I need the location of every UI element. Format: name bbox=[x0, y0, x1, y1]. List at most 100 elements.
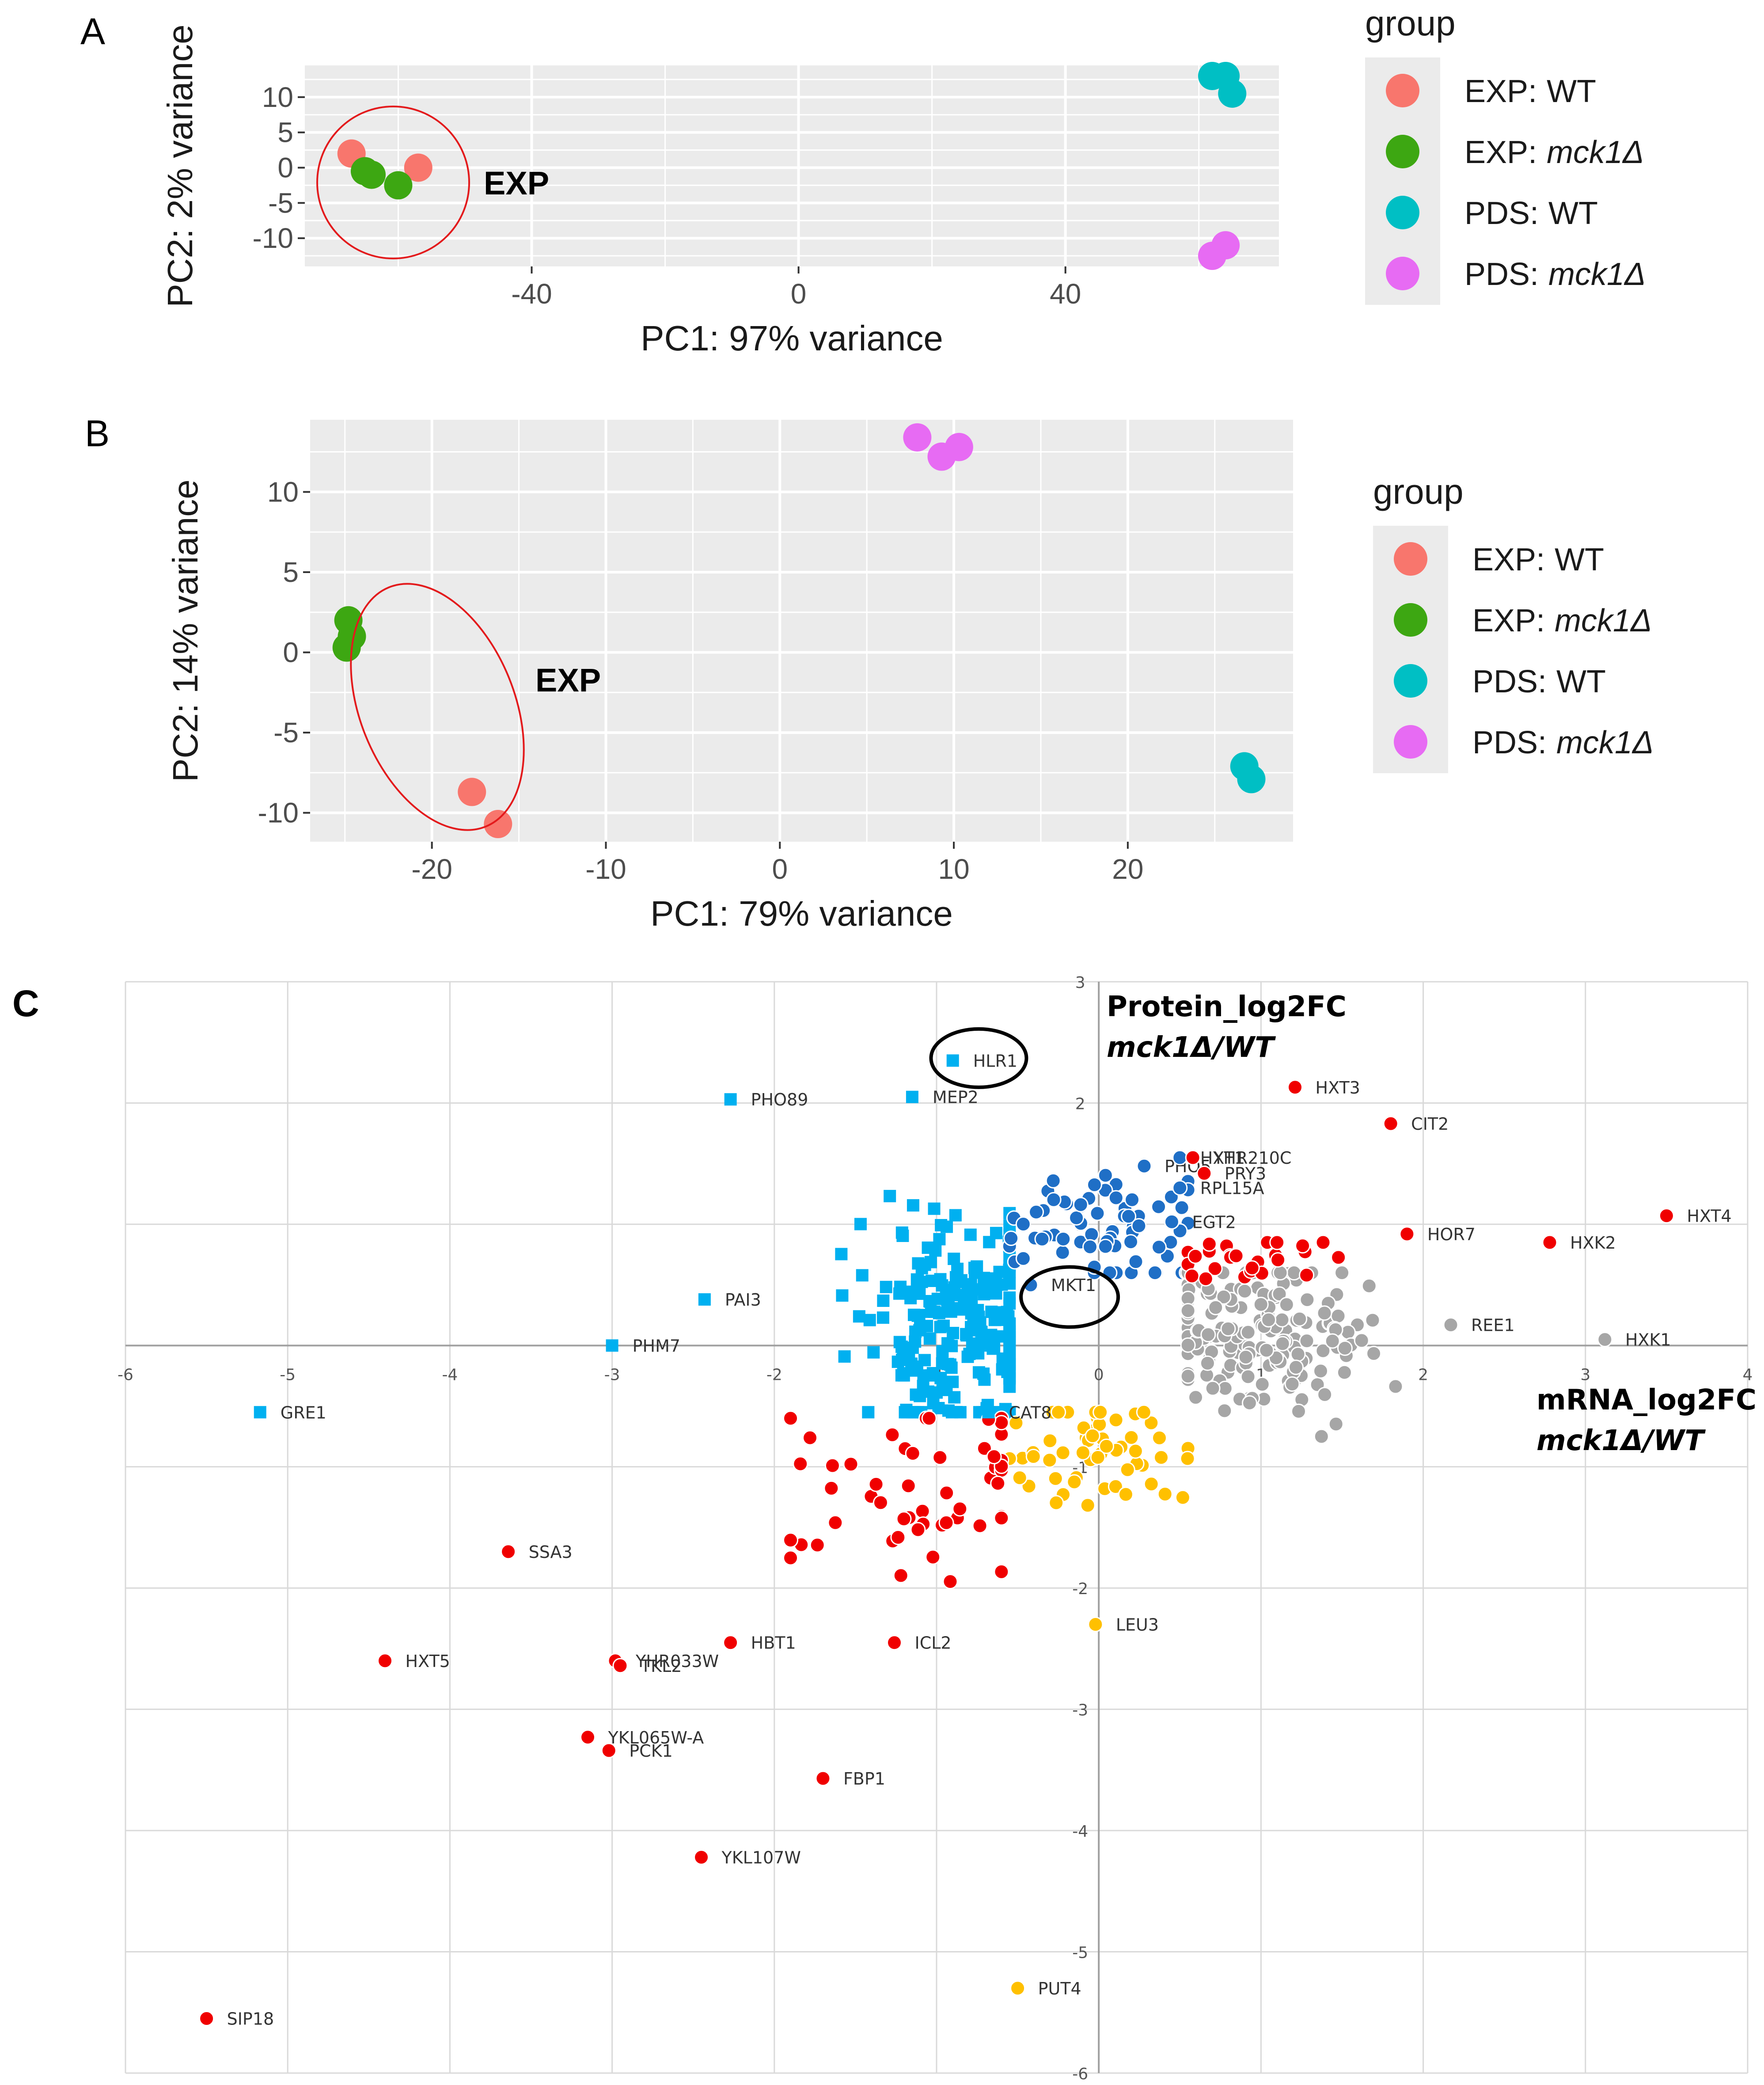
c-point-circle bbox=[1340, 1324, 1356, 1340]
c-point-circle bbox=[723, 1635, 739, 1651]
y-tick-label: -10 bbox=[253, 222, 294, 254]
c-point-circle bbox=[1180, 1368, 1196, 1384]
c-x-tick-label: -6 bbox=[118, 1366, 133, 1384]
c-gene-label: HLR1 bbox=[973, 1051, 1017, 1071]
c-point-circle bbox=[1184, 1268, 1200, 1284]
c-point-square bbox=[863, 1314, 876, 1326]
c-point-circle bbox=[1287, 1079, 1303, 1095]
c-gene-label: YKL065W-A bbox=[608, 1728, 704, 1747]
c-point-circle bbox=[501, 1544, 516, 1560]
c-point-circle bbox=[893, 1568, 909, 1584]
c-point-circle bbox=[1315, 1234, 1331, 1250]
c-point-circle bbox=[802, 1430, 818, 1446]
legend-key-swatch bbox=[1394, 603, 1427, 637]
c-point-square bbox=[935, 1219, 948, 1231]
c-point-square bbox=[964, 1228, 977, 1241]
legend-title: group bbox=[1365, 4, 1456, 43]
c-point-circle bbox=[1217, 1403, 1233, 1419]
c-point-circle bbox=[1066, 1474, 1082, 1490]
c-point-square bbox=[949, 1209, 962, 1222]
c-point-circle bbox=[1299, 1333, 1315, 1349]
legend-title: group bbox=[1373, 472, 1464, 511]
c-point-circle bbox=[1046, 1192, 1062, 1208]
pca-point bbox=[945, 433, 973, 461]
x-tick-label: -40 bbox=[511, 278, 552, 310]
panel-c-letter: C bbox=[12, 983, 39, 1024]
c-gene-label: TKL2 bbox=[640, 1656, 682, 1676]
c-point-circle bbox=[1131, 1218, 1147, 1234]
c-point-circle bbox=[1003, 1230, 1019, 1246]
c-point-circle bbox=[1274, 1312, 1290, 1328]
c-gene-label: HBT1 bbox=[751, 1633, 796, 1653]
c-point-circle bbox=[1099, 1438, 1115, 1454]
c-point-square bbox=[900, 1406, 913, 1419]
c-point-circle bbox=[1275, 1336, 1290, 1352]
c-highlight-mkt1-ellipse bbox=[1019, 1265, 1120, 1329]
c-point-square bbox=[948, 1391, 961, 1404]
c-point-circle bbox=[1151, 1239, 1167, 1255]
c-point-circle bbox=[986, 1449, 1002, 1465]
legend-entry-prefix: EXP: bbox=[1472, 542, 1545, 577]
c-point-circle bbox=[1172, 1150, 1188, 1166]
c-point-circle bbox=[1315, 1343, 1331, 1359]
c-point-circle bbox=[1073, 1196, 1089, 1212]
c-point-circle bbox=[890, 1529, 906, 1545]
pca-point bbox=[357, 160, 386, 189]
c-point-circle bbox=[823, 1480, 839, 1496]
panel-a-letter: A bbox=[80, 11, 105, 52]
c-point-circle bbox=[873, 1495, 888, 1511]
c-point-circle bbox=[1153, 1450, 1169, 1466]
legend-entry-prefix: PDS: bbox=[1472, 725, 1547, 760]
c-point-circle bbox=[994, 1510, 1009, 1526]
legend-entry-genotype: WT bbox=[1547, 74, 1596, 109]
c-point-circle bbox=[793, 1456, 808, 1472]
legend-entry-label: EXP: mck1Δ bbox=[1472, 603, 1652, 638]
legend-key-swatch bbox=[1386, 196, 1419, 229]
panel-background bbox=[305, 65, 1279, 266]
legend-key-swatch bbox=[1386, 135, 1419, 168]
c-point-circle bbox=[1089, 1205, 1105, 1221]
pca-point bbox=[404, 153, 432, 182]
c-point-circle bbox=[1172, 1180, 1188, 1196]
c-point-square bbox=[910, 1273, 923, 1286]
c-point-circle bbox=[815, 1770, 831, 1786]
c-point-circle bbox=[1336, 1364, 1352, 1380]
y-tick-label: 10 bbox=[267, 476, 299, 508]
c-point-circle bbox=[809, 1537, 825, 1553]
c-point-circle bbox=[1254, 1376, 1270, 1392]
c-point-square bbox=[996, 1363, 1009, 1376]
c-point-circle bbox=[1164, 1214, 1180, 1230]
c-point-circle bbox=[1313, 1363, 1329, 1379]
c-point-circle bbox=[1328, 1416, 1344, 1432]
legend-entry-label: EXP: WT bbox=[1464, 74, 1596, 109]
c-point-circle bbox=[1269, 1234, 1285, 1250]
c-point-square bbox=[951, 1262, 964, 1275]
c-point-circle bbox=[1086, 1177, 1102, 1193]
c-point-square bbox=[934, 1273, 947, 1286]
c-point-circle bbox=[1123, 1234, 1139, 1250]
c-point-circle bbox=[1284, 1376, 1300, 1392]
c-point-circle bbox=[1399, 1226, 1415, 1242]
c-gene-label: HOR7 bbox=[1427, 1225, 1476, 1244]
c-x-tick-label: -4 bbox=[442, 1366, 458, 1384]
y-tick-label: 0 bbox=[277, 152, 293, 183]
c-point-square bbox=[922, 1241, 934, 1254]
legend-entry-label: PDS: mck1Δ bbox=[1464, 257, 1646, 292]
c-point-square bbox=[838, 1350, 851, 1363]
c-point-circle bbox=[1207, 1261, 1223, 1276]
c-point-square bbox=[1003, 1275, 1016, 1288]
c-y-tick-label: -3 bbox=[1072, 1701, 1088, 1720]
c-point-circle bbox=[1157, 1486, 1173, 1502]
c-point-circle bbox=[1127, 1443, 1143, 1459]
c-point-circle bbox=[1042, 1452, 1058, 1468]
c-point-circle bbox=[1147, 1265, 1163, 1281]
x-tick-label: -10 bbox=[585, 853, 626, 885]
c-point-circle bbox=[1143, 1476, 1159, 1492]
c-point-circle bbox=[1012, 1470, 1028, 1486]
c-point-square bbox=[936, 1345, 949, 1358]
c-point-circle bbox=[601, 1743, 617, 1758]
y-tick-label: -5 bbox=[273, 717, 299, 748]
c-point-circle bbox=[1383, 1116, 1399, 1132]
c-point-circle bbox=[1124, 1192, 1140, 1208]
